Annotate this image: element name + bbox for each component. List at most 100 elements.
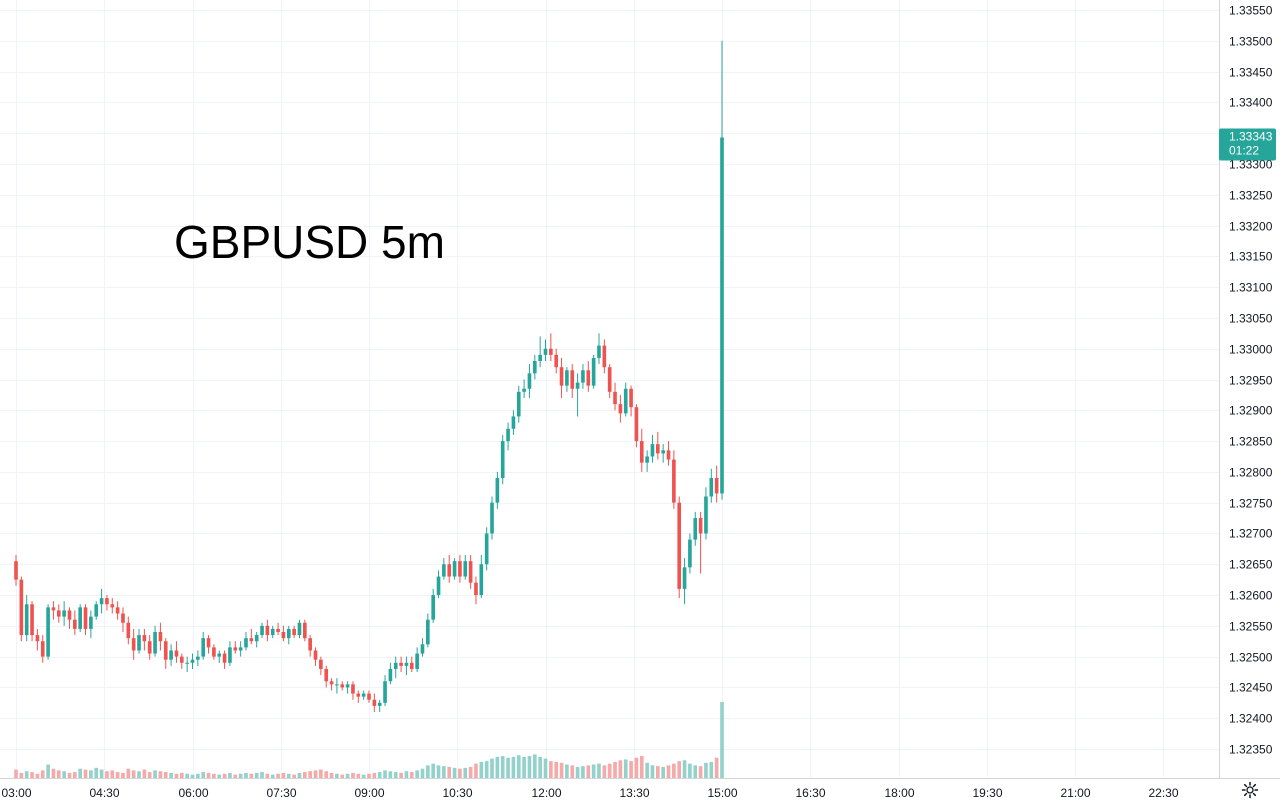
y-tick-label: 1.32700 (1229, 527, 1273, 541)
volume-bar (479, 761, 484, 778)
volume-bar (335, 773, 339, 778)
candle-body (549, 348, 553, 355)
candle-body (490, 502, 494, 534)
candle-body (244, 638, 248, 648)
volume-bar (543, 758, 548, 778)
candle-body (655, 444, 660, 454)
time-axis[interactable]: 03:00 04:30 06:00 07:30 09:00 10:30 12:00 13:30… (1, 786, 1178, 800)
volume-bar (372, 772, 377, 778)
candle-body (345, 684, 350, 688)
y-tick-label: 1.32900 (1229, 404, 1273, 418)
volume-bar (153, 770, 157, 778)
candle-body (479, 564, 484, 596)
volume-bar (634, 757, 639, 778)
candle-body (495, 478, 500, 503)
volume-bar (345, 773, 350, 778)
candle-body (436, 576, 441, 596)
candle-body (527, 373, 532, 389)
candle-body (89, 616, 93, 629)
candle-body (361, 693, 366, 697)
volume-bar (463, 767, 468, 778)
settings-gear-button[interactable] (1238, 778, 1262, 802)
candle-body (201, 638, 206, 657)
candle-body (137, 635, 141, 651)
candle-body (704, 496, 708, 534)
candle-body (511, 416, 516, 429)
candle-body (575, 382, 580, 389)
volume-bar (222, 773, 227, 778)
candle-body (286, 628, 291, 639)
candle-body (672, 459, 676, 503)
candle-body (281, 631, 286, 639)
candle-body (709, 478, 714, 497)
volume-bar (217, 774, 222, 778)
candle-body (447, 564, 452, 577)
candle-body (190, 659, 195, 663)
price-axis[interactable]: 1.335501.335001.334501.334001.333501.333… (1229, 4, 1273, 757)
candle-body (629, 388, 633, 408)
volume-bar (233, 774, 238, 778)
candle-body (270, 628, 275, 636)
x-tick-label: 03:00 (1, 786, 31, 800)
volume-bar (329, 772, 334, 778)
y-tick-label: 1.33150 (1229, 250, 1273, 264)
volume-bar (393, 772, 398, 778)
candle-body (51, 607, 56, 611)
candle-body (324, 668, 329, 682)
y-tick-label: 1.33400 (1229, 96, 1273, 110)
candle-body (613, 391, 617, 405)
gear-icon (1241, 781, 1259, 799)
volume-bar (688, 763, 692, 778)
volume-bar (121, 772, 125, 778)
candle-body (351, 684, 355, 694)
candle-body (693, 518, 698, 540)
volume-bar (302, 772, 307, 778)
volume-bar (511, 756, 516, 778)
volume-bar (474, 763, 478, 778)
candle-body (500, 441, 505, 479)
volume-bar (377, 772, 382, 778)
x-tick-label: 21:00 (1060, 786, 1090, 800)
volume-bar (388, 771, 393, 778)
candle-body (222, 653, 227, 663)
candles (14, 40, 724, 713)
y-tick-label: 1.33300 (1229, 158, 1273, 172)
volume-bar (212, 773, 216, 778)
volume-bar (698, 766, 703, 778)
volume-bar (142, 769, 147, 778)
candle-body (399, 662, 403, 666)
volume-bar (126, 768, 131, 778)
volume-bar (677, 761, 682, 778)
volume-bar (35, 773, 40, 778)
candle-body (388, 668, 393, 682)
candle-body (682, 567, 687, 589)
volume-bar (110, 770, 115, 778)
volume-bar (559, 762, 564, 778)
candle-body (179, 656, 184, 663)
candle-body (532, 361, 537, 374)
volume-bar (206, 772, 211, 778)
x-tick-label: 13:30 (619, 786, 649, 800)
volume-bar (67, 772, 72, 778)
candle-body (212, 647, 216, 657)
volume-bar (645, 762, 649, 778)
candle-body (185, 662, 189, 664)
candle-body (581, 370, 585, 383)
volume-bar (484, 761, 489, 778)
candle-body (484, 533, 489, 565)
y-tick-label: 1.33450 (1229, 66, 1273, 80)
volume-bar (420, 768, 425, 778)
x-tick-label: 10:30 (442, 786, 472, 800)
candle-body (645, 456, 649, 463)
candle-body (24, 604, 29, 636)
volume-bar (367, 773, 371, 778)
y-tick-label: 1.32950 (1229, 374, 1273, 388)
candle-body (714, 478, 719, 494)
y-tick-label: 1.32550 (1229, 620, 1273, 634)
candle-body (463, 561, 468, 577)
volume-bar (174, 773, 179, 778)
volume-bar (607, 763, 612, 778)
candle-body (591, 357, 596, 386)
